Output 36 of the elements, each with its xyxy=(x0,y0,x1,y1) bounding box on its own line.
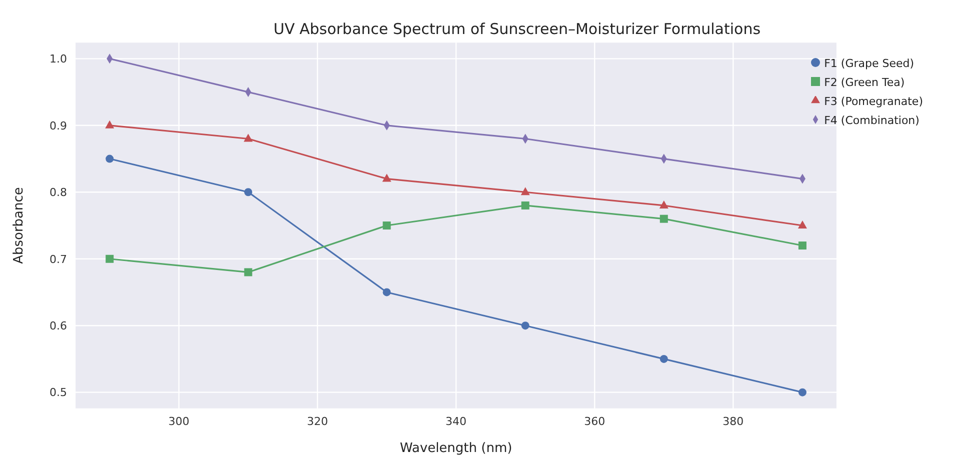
x-tick-label: 300 xyxy=(168,414,190,428)
point xyxy=(244,188,252,196)
point xyxy=(382,174,392,182)
chart-title: UV Absorbance Spectrum of Sunscreen–Moisturizer Formulations xyxy=(272,20,762,38)
point xyxy=(244,268,252,276)
point xyxy=(659,200,668,208)
point xyxy=(660,354,668,363)
point xyxy=(520,187,530,196)
point xyxy=(382,222,391,230)
point xyxy=(521,322,530,330)
point xyxy=(106,154,114,163)
y-tick-label: 0.8 xyxy=(50,186,67,200)
point xyxy=(798,242,806,250)
x-tick-label: 360 xyxy=(584,414,606,428)
x-tick-label: 340 xyxy=(446,414,467,428)
point xyxy=(105,120,114,128)
y-tick-label: 0.5 xyxy=(50,386,67,400)
point xyxy=(382,288,391,296)
point xyxy=(521,201,530,210)
x-tick-label: 380 xyxy=(722,414,744,428)
legend-label: F1 (Grape Seed) xyxy=(824,57,914,70)
point xyxy=(106,254,114,263)
x-tick-label: 320 xyxy=(306,414,328,428)
y-tick-label: 0.6 xyxy=(50,319,67,332)
legend-label: F4 (Combination) xyxy=(824,114,920,127)
point xyxy=(244,134,253,142)
x-axis-title: Wavelength (nm) xyxy=(400,441,512,456)
y-tick-label: 0.7 xyxy=(50,252,67,266)
y-tick-label: 1.0 xyxy=(50,52,67,66)
point xyxy=(660,214,668,223)
y-axis-title: Absorbance xyxy=(12,187,27,264)
y-tick-label: 0.9 xyxy=(50,119,67,132)
legend-label: F2 (Green Tea) xyxy=(824,76,905,89)
point xyxy=(798,388,806,396)
legend-label: F3 (Pomegranate) xyxy=(824,95,923,108)
point xyxy=(798,220,807,228)
